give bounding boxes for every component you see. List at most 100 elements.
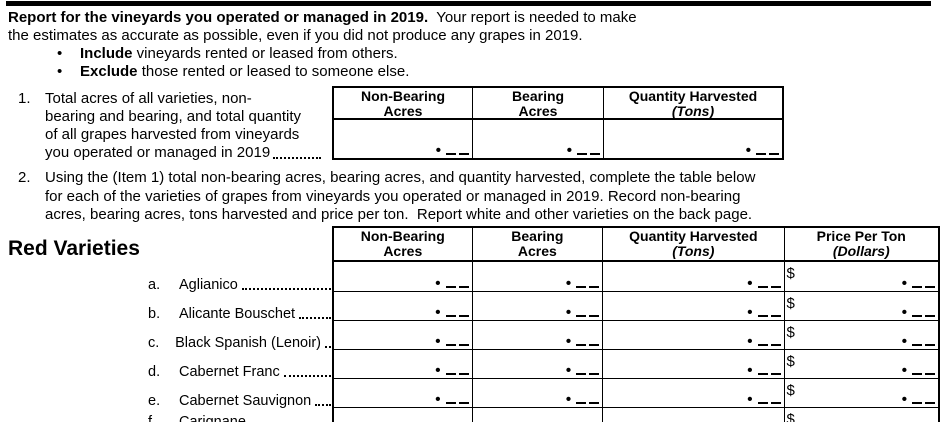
write-in-cell[interactable]: • (602, 379, 783, 407)
write-in-cell[interactable]: • (334, 321, 472, 349)
write-in-cell[interactable]: $• (783, 379, 938, 407)
variety-name: Cabernet Franc (179, 364, 280, 380)
write-in-cell[interactable]: • (334, 292, 472, 320)
write-in-cell[interactable]: • (602, 321, 783, 349)
entry-marker: • (565, 275, 600, 292)
bullet-icon: • (57, 45, 63, 62)
write-in-cell[interactable]: • (334, 262, 472, 291)
column-header: Non-Bearing Acres (360, 228, 445, 259)
write-in-cell[interactable]: $• (783, 350, 938, 378)
item2-text-line: for each of the varieties of grapes from… (45, 187, 741, 205)
write-in-cell[interactable]: • (471, 292, 603, 321)
entry-row: •••$• (334, 349, 938, 378)
entry-marker: • (566, 142, 600, 159)
variety-row: a. Aglianico (148, 277, 332, 293)
variety-row: b. Alicante Bouschet (148, 306, 332, 322)
dollar-sign: $ (786, 324, 795, 341)
item2-text: Using the (Item 1) total non-bearing acr… (45, 169, 935, 225)
variety-name: Alicante Bouschet (179, 306, 296, 322)
decimal-dot-icon: • (566, 142, 572, 159)
entry-marker: • (901, 275, 935, 292)
decimal-dot-icon: • (745, 142, 751, 159)
write-in-cell[interactable]: $• (783, 292, 938, 320)
entry-row: •••$• (334, 262, 938, 291)
write-in-cell[interactable]: $• (783, 408, 938, 422)
decimal-dot-icon: • (901, 333, 907, 350)
write-in-cell[interactable]: • (471, 321, 603, 350)
dollar-sign: $ (786, 353, 795, 370)
decimal-dot-icon: • (901, 275, 907, 292)
entry-row: •••$• (334, 407, 938, 422)
variety-letter: c. (148, 335, 160, 351)
dotted-leader (299, 317, 331, 319)
write-in-cell[interactable]: $• (783, 262, 938, 292)
write-in-cell[interactable]: • (471, 408, 603, 422)
variety-name: Carignane (179, 414, 246, 422)
bullet-text: those rented or leased to someone else. (137, 63, 410, 80)
variety-letter: d. (148, 364, 161, 380)
entry-marker: • (435, 391, 469, 408)
bullet-item-include: • Include vineyards rented or leased from… (57, 45, 398, 63)
decimal-dot-icon: • (435, 275, 441, 292)
entry-marker: • (435, 362, 469, 379)
decimal-dot-icon: • (565, 275, 572, 292)
red-varieties-table-body: •••$••••$••••$••••$••••$••••$• (334, 262, 938, 422)
entry-marker: • (902, 363, 935, 378)
entry-row: • • • $• (334, 378, 938, 407)
decimal-dot-icon: • (435, 142, 441, 159)
dotted-leader (241, 288, 331, 290)
dollar-sign: $ (786, 295, 795, 312)
entry-marker: • (435, 305, 469, 320)
entry-marker: • (747, 391, 781, 408)
intro-line-1: Report for the vineyards you operated or… (8, 9, 637, 27)
entry-marker: • (565, 304, 600, 321)
entry-marker: • (435, 142, 469, 159)
column-header: Bearing Acres (471, 228, 603, 260)
write-in-cell[interactable]: • (334, 350, 472, 378)
write-in-cell[interactable]: • (471, 262, 603, 292)
entry-marker: • (435, 275, 469, 292)
entry-marker: • (565, 391, 600, 408)
decimal-dot-icon: • (435, 391, 441, 408)
dollar-sign: $ (786, 265, 795, 282)
decimal-dot-icon: • (435, 333, 441, 350)
write-in-cell[interactable]: • (334, 408, 472, 422)
variety-row: e. Cabernet Sauvignon (148, 393, 332, 409)
decimal-dot-icon: • (435, 362, 441, 379)
entry-marker: • (747, 334, 781, 349)
variety-name: Aglianico (179, 277, 238, 293)
write-in-cell[interactable]: • (602, 262, 783, 291)
variety-letter: e. (148, 393, 161, 409)
write-in-cell[interactable]: • (472, 120, 603, 158)
variety-letter: a. (148, 277, 161, 293)
write-in-cell[interactable]: • (602, 408, 783, 422)
write-in-cell[interactable]: $• (783, 321, 938, 350)
variety-row: d. Cabernet Franc (148, 364, 332, 380)
dotted-leader (283, 375, 331, 377)
dotted-leader (325, 346, 331, 348)
dotted-leader (273, 157, 322, 159)
write-in-cell[interactable]: • (602, 350, 783, 378)
write-in-cell[interactable]: • (334, 379, 472, 407)
write-in-cell[interactable]: • (603, 120, 782, 158)
column-header: Quantity Harvested (Tons) (602, 228, 783, 260)
entry-marker: • (902, 305, 935, 320)
decimal-dot-icon: • (747, 391, 753, 408)
decimal-dot-icon: • (565, 333, 572, 350)
column-header: Price Per Ton (Dollars) (783, 228, 938, 260)
item1-text-line: of all grapes harvested from vineyards (45, 126, 300, 143)
decimal-dot-icon: • (565, 391, 572, 408)
write-in-cell[interactable]: • (602, 292, 783, 320)
decimal-dot-icon: • (747, 275, 753, 292)
entry-marker: • (747, 275, 781, 292)
write-in-cell[interactable]: • (471, 379, 603, 408)
red-varieties-table-header: Non-Bearing Acres Bearing Acres Quantity Har… (334, 228, 938, 262)
decimal-dot-icon: • (565, 304, 572, 321)
write-in-cell[interactable]: • (471, 350, 603, 378)
item1-totals-table: Non-Bearing Acres Bearing Acres Quantity Har… (332, 86, 784, 160)
column-header: Quantity Harvested (Tons) (603, 88, 782, 119)
top-rule (6, 1, 931, 6)
column-header: Bearing Acres (472, 88, 603, 119)
write-in-cell[interactable]: • (334, 120, 472, 158)
